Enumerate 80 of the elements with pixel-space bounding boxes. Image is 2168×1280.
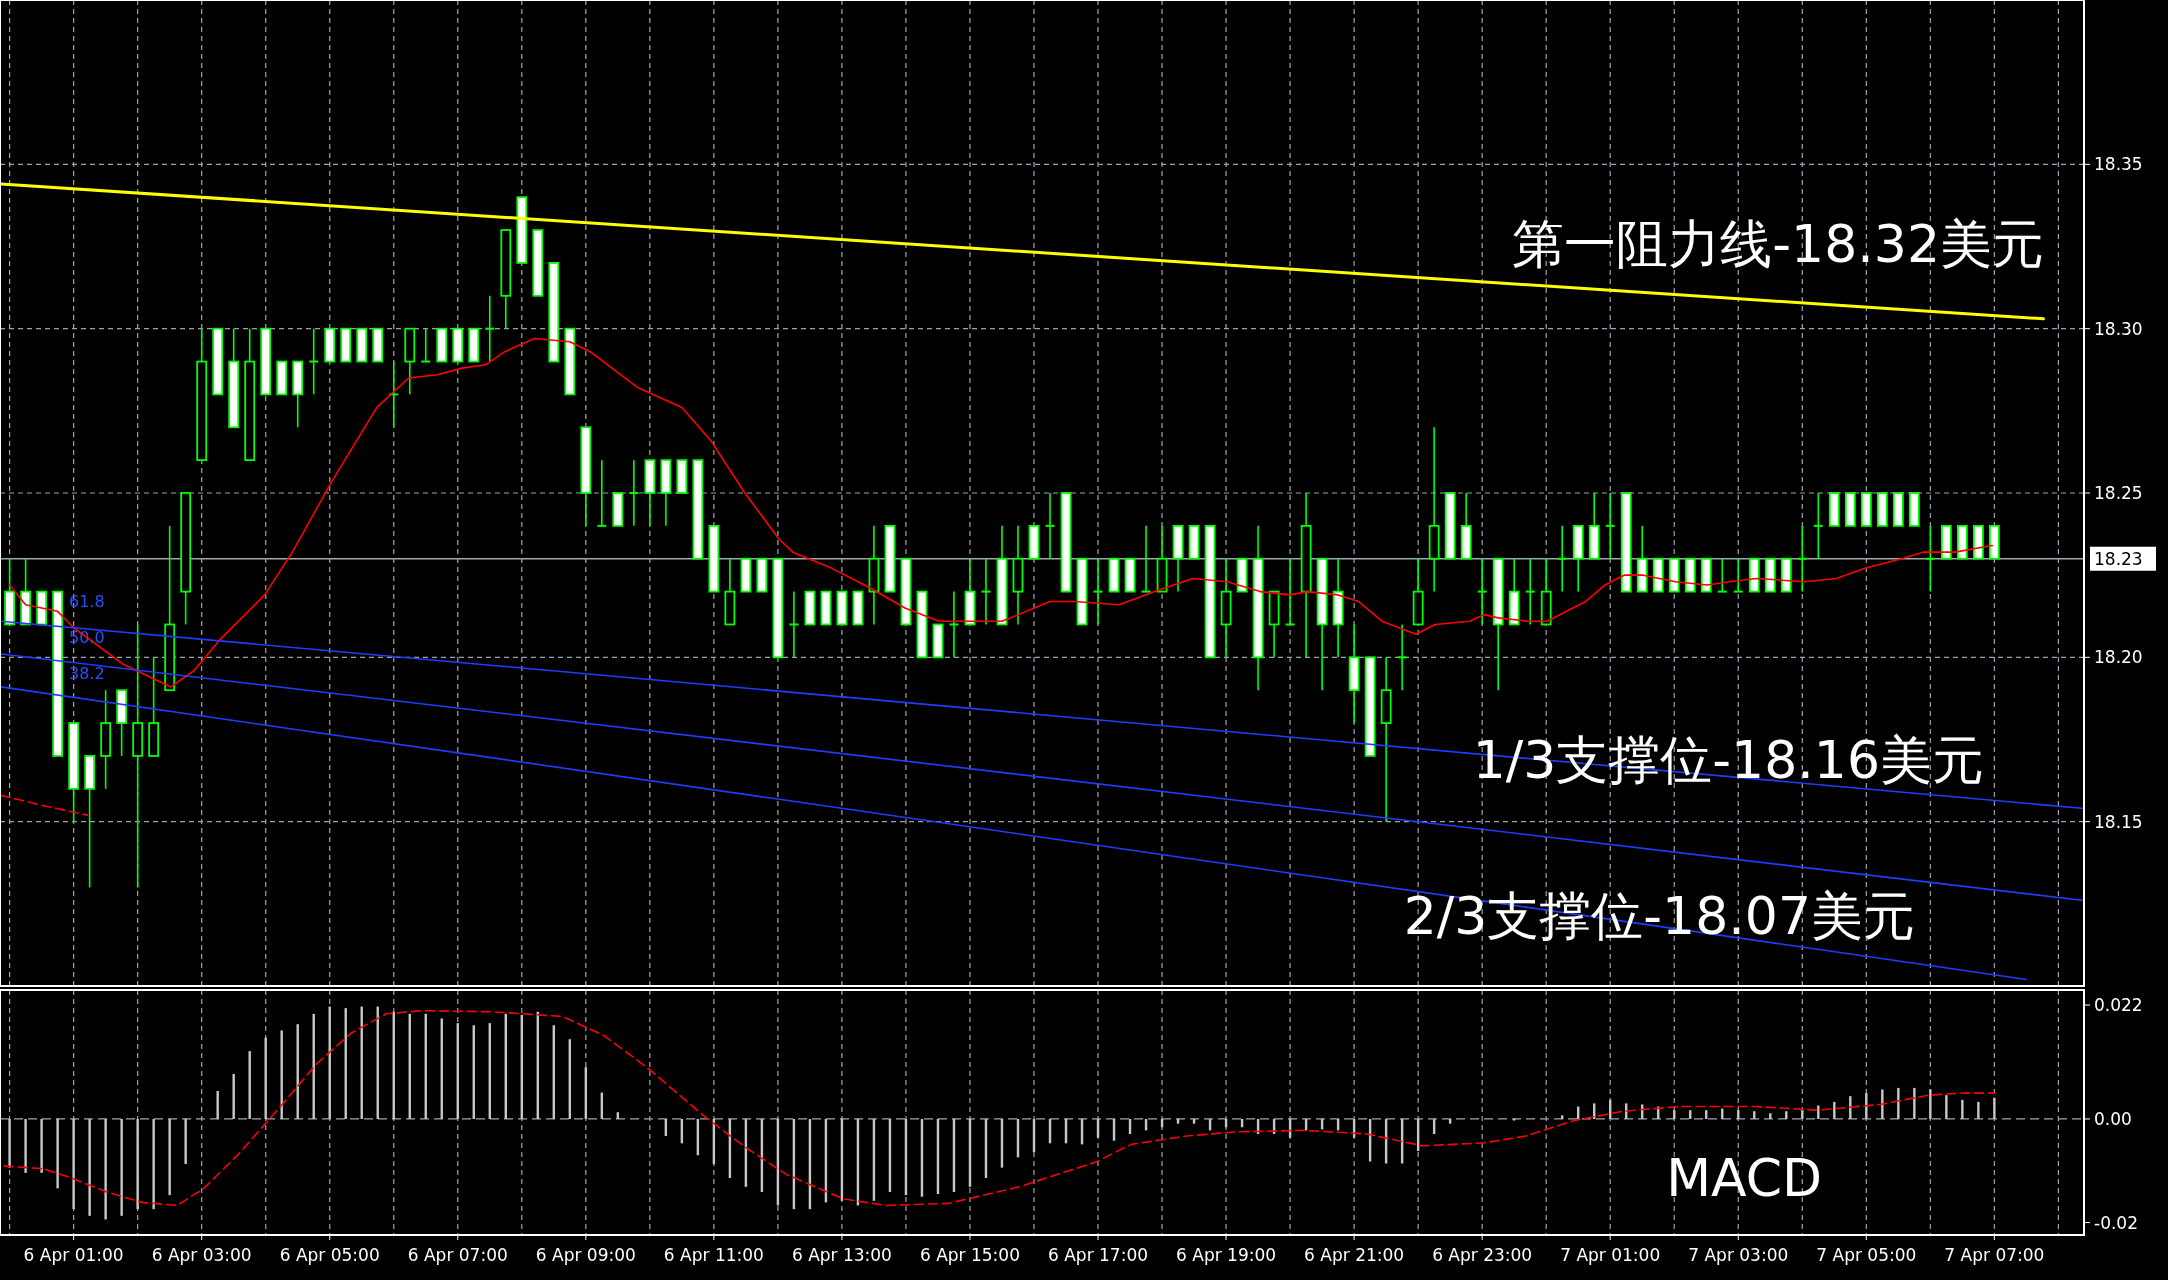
bar [184, 1118, 187, 1165]
bar [1913, 1087, 1916, 1119]
x-tick-label: 7 Apr 07:00 [1944, 1245, 2045, 1265]
bar [1833, 1101, 1836, 1119]
annotation: 38.2 [69, 664, 105, 683]
bar [1881, 1089, 1884, 1119]
annotation: 第一阻力线-18.32美元 [1512, 214, 2044, 274]
bar [40, 1118, 43, 1173]
x-tick-label: 6 Apr 13:00 [791, 1245, 892, 1265]
bar [1961, 1099, 1964, 1119]
candlestick [484, 295, 496, 363]
y-tick-label: 0.00 [2094, 1108, 2132, 1129]
x-tick-label: 6 Apr 17:00 [1048, 1245, 1149, 1265]
annotation: MACD [1666, 1148, 1822, 1208]
bar [248, 1051, 251, 1119]
x-tick-label: 6 Apr 03:00 [151, 1245, 252, 1265]
x-tick-label: 6 Apr 21:00 [1304, 1245, 1405, 1265]
candlestick [420, 327, 432, 363]
x-tick-label: 6 Apr 11:00 [663, 1245, 764, 1265]
bar [216, 1091, 219, 1119]
candlestick [1524, 557, 1536, 626]
bar [1993, 1097, 1996, 1119]
candlestick [1796, 525, 1808, 593]
candlestick [1396, 623, 1408, 691]
candlestick [308, 327, 320, 396]
bar [136, 1118, 139, 1210]
bar [1865, 1093, 1868, 1119]
bar [1945, 1095, 1948, 1119]
candlestick [980, 557, 992, 626]
bar [168, 1118, 171, 1196]
x-tick-label: 7 Apr 05:00 [1816, 1245, 1917, 1265]
candlestick [788, 590, 800, 659]
x-tick-label: 6 Apr 09:00 [535, 1245, 636, 1265]
candlestick [1732, 557, 1744, 593]
y-tick-label: 18.35 [2094, 154, 2143, 175]
bar [232, 1073, 235, 1119]
y-tick-label: 18.25 [2094, 482, 2143, 503]
annotation: 61.8 [69, 592, 105, 611]
bar [24, 1118, 27, 1173]
bar [1977, 1101, 1980, 1119]
ref-line-label: 18.23 [2094, 548, 2143, 569]
candlestick [1812, 492, 1824, 560]
y-tick-label: -0.02 [2094, 1212, 2138, 1233]
candlestick [1140, 525, 1152, 593]
candlestick [1476, 557, 1488, 626]
candlestick [1092, 557, 1104, 626]
y-tick-label: 18.15 [2094, 811, 2143, 832]
x-tick-label: 6 Apr 01:00 [23, 1245, 124, 1265]
bar [1849, 1096, 1852, 1119]
x-tick-label: 6 Apr 15:00 [919, 1245, 1020, 1265]
bar [1929, 1089, 1932, 1119]
candlestick [948, 590, 960, 659]
bar [104, 1118, 107, 1220]
bar [56, 1118, 59, 1189]
x-tick-label: 6 Apr 23:00 [1432, 1245, 1533, 1265]
x-tick-label: 6 Apr 05:00 [279, 1245, 380, 1265]
candlestick [1716, 557, 1728, 593]
candlestick [628, 459, 640, 527]
bar [120, 1118, 123, 1216]
candlestick [1044, 492, 1056, 560]
bar [8, 1118, 11, 1168]
bar [1897, 1087, 1900, 1119]
candlestick [1556, 525, 1568, 593]
bar [1192, 1118, 1196, 1124]
x-tick-label: 6 Apr 07:00 [407, 1245, 508, 1265]
candlestick [1924, 525, 1936, 593]
bar [1176, 1118, 1180, 1124]
bar [152, 1118, 155, 1210]
y-tick-label: 18.20 [2094, 647, 2143, 668]
candlestick [596, 459, 608, 527]
x-tick-label: 7 Apr 01:00 [1560, 1245, 1661, 1265]
bar [72, 1118, 75, 1210]
bar [88, 1118, 91, 1216]
y-tick-label: 18.30 [2094, 318, 2143, 339]
x-tick-label: 7 Apr 03:00 [1688, 1245, 1789, 1265]
y-tick-label: 0.022 [2094, 994, 2143, 1015]
candlestick [1604, 492, 1616, 560]
x-tick-label: 6 Apr 19:00 [1176, 1245, 1277, 1265]
candlestick [1284, 557, 1296, 626]
bar [1448, 1118, 1452, 1124]
